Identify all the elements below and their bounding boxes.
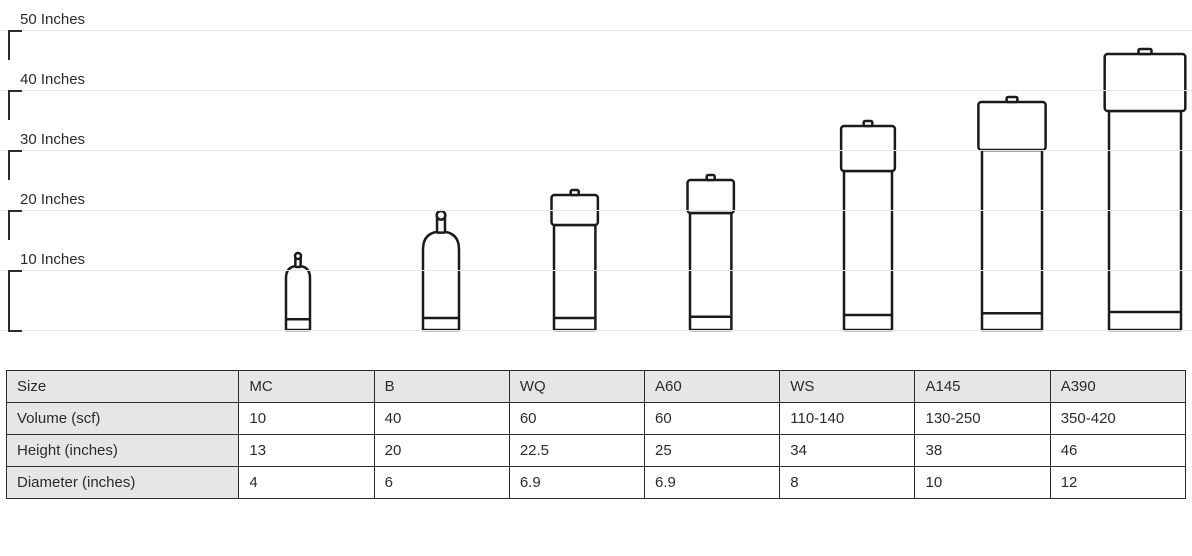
row-value: 34 <box>780 435 915 467</box>
cylinder-b <box>417 206 465 332</box>
row-value: 46 <box>1050 435 1185 467</box>
row-value: 40 <box>374 403 509 435</box>
cylinder-height-chart: 10 Inches 20 Inches 30 Inches 40 Inches 50 I… <box>0 0 1192 350</box>
table-row: Height (inches)132022.525343846 <box>7 435 1186 467</box>
row-value: 6 <box>374 467 509 499</box>
axis-segment <box>8 300 10 330</box>
row-value: 6.9 <box>645 467 780 499</box>
row-label: Diameter (inches) <box>7 467 239 499</box>
row-value: 60 <box>509 403 644 435</box>
y-axis-label: 30 Inches <box>20 131 85 150</box>
row-value: 60 <box>645 403 780 435</box>
col-header: A390 <box>1050 371 1185 403</box>
row-value: 13 <box>239 435 374 467</box>
col-header: WS <box>780 371 915 403</box>
gridline <box>0 270 1192 271</box>
y-axis-label: 50 Inches <box>20 11 85 30</box>
row-value: 10 <box>915 467 1050 499</box>
cylinder-ws <box>838 116 898 332</box>
gridline <box>0 210 1192 211</box>
axis-tick <box>8 210 22 212</box>
table-header-row: Size MC B WQ A60 WS A145 A390 <box>7 371 1186 403</box>
row-value: 130-250 <box>915 403 1050 435</box>
row-label: Volume (scf) <box>7 403 239 435</box>
col-header: MC <box>239 371 374 403</box>
col-header: A145 <box>915 371 1050 403</box>
cylinder-a60 <box>684 170 737 332</box>
axis-tick <box>8 330 22 332</box>
axis-segment <box>8 210 10 240</box>
row-label: Height (inches) <box>7 435 239 467</box>
table-row: Diameter (inches)466.96.981012 <box>7 467 1186 499</box>
gridline <box>0 150 1192 151</box>
axis-segment <box>8 270 10 300</box>
col-header: B <box>374 371 509 403</box>
row-value: 25 <box>645 435 780 467</box>
row-value: 4 <box>239 467 374 499</box>
cylinder-layer <box>0 0 1192 350</box>
row-value: 22.5 <box>509 435 644 467</box>
row-value: 110-140 <box>780 403 915 435</box>
row-value: 10 <box>239 403 374 435</box>
row-value: 38 <box>915 435 1050 467</box>
y-axis-label: 40 Inches <box>20 71 85 90</box>
axis-tick <box>8 90 22 92</box>
axis-tick <box>8 270 22 272</box>
y-axis-label: 20 Inches <box>20 191 85 210</box>
gridline <box>0 90 1192 91</box>
gridline-baseline <box>0 330 1192 331</box>
row-value: 350-420 <box>1050 403 1185 435</box>
cylinder-mc <box>280 248 316 332</box>
col-header: Size <box>7 371 239 403</box>
row-value: 6.9 <box>509 467 644 499</box>
col-header: WQ <box>509 371 644 403</box>
cylinder-a390 <box>1103 44 1187 332</box>
axis-tick <box>8 150 22 152</box>
cylinder-wq <box>548 185 601 332</box>
axis-segment <box>8 150 10 180</box>
row-value: 12 <box>1050 467 1185 499</box>
cylinder-a145 <box>976 92 1048 332</box>
gridline <box>0 30 1192 31</box>
row-value: 20 <box>374 435 509 467</box>
axis-tick <box>8 30 22 32</box>
spec-table: Size MC B WQ A60 WS A145 A390 Volume (sc… <box>6 370 1186 499</box>
col-header: A60 <box>645 371 780 403</box>
row-value: 8 <box>780 467 915 499</box>
y-axis-label: 10 Inches <box>20 251 85 270</box>
axis-segment <box>8 30 10 60</box>
axis-segment <box>8 90 10 120</box>
table-row: Volume (scf)10406060110-140130-250350-42… <box>7 403 1186 435</box>
